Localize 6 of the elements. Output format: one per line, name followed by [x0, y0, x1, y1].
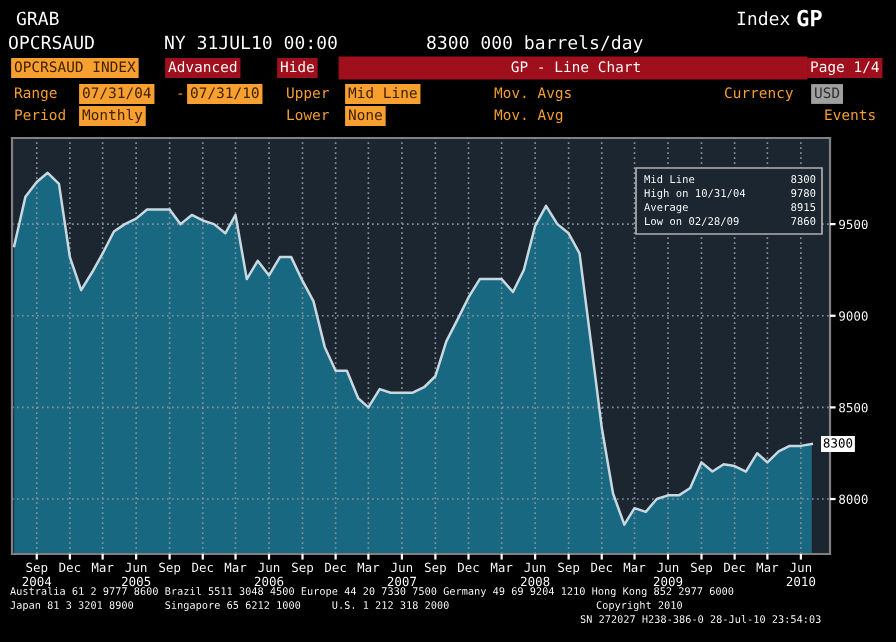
- text: GRAB: [16, 11, 59, 26]
- text: NY 31JUL10 00:00: [165, 35, 337, 50]
- text: 8300 000 barrels/day: [427, 35, 643, 53]
- text: OPCRSAUD: [9, 35, 94, 50]
- text: Index: [737, 11, 790, 26]
- text: GP: [797, 9, 822, 27]
